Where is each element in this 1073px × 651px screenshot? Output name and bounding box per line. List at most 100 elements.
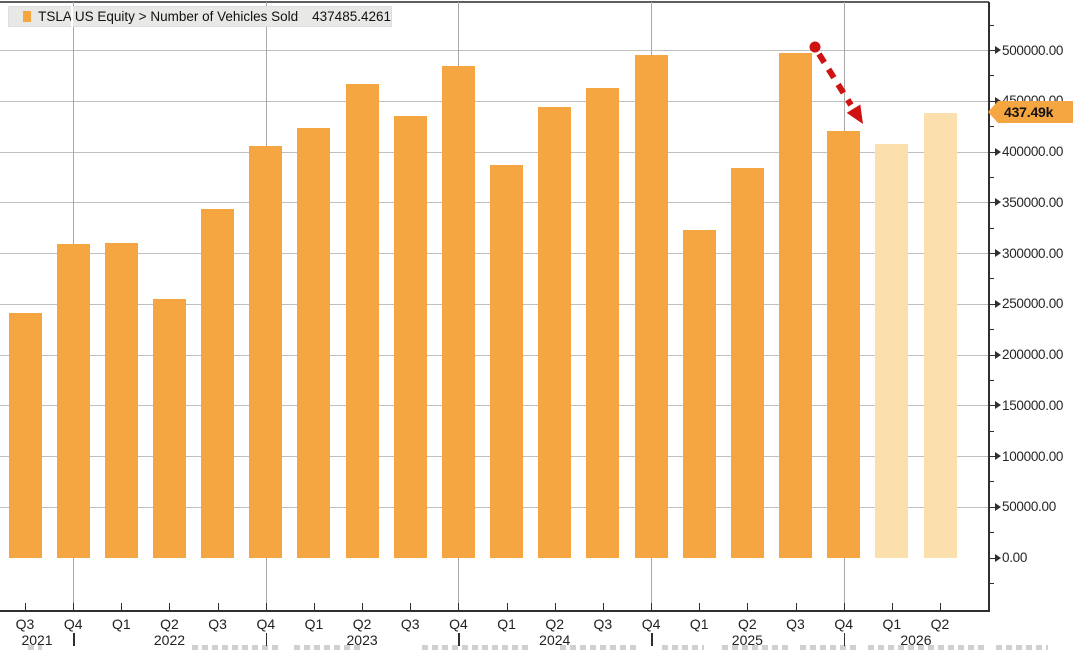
x-quarter-label: Q3 bbox=[208, 616, 227, 632]
bar-q1-2023[interactable] bbox=[297, 128, 331, 558]
y-major-tick bbox=[990, 151, 996, 153]
x-quarter-label: Q3 bbox=[15, 616, 35, 632]
y-major-tick bbox=[990, 354, 996, 356]
y-tick-arrow-icon bbox=[995, 299, 1001, 308]
y-tick-arrow-icon bbox=[995, 553, 1001, 562]
x-quarter-label: Q1 bbox=[304, 616, 324, 632]
bar-q4-2023[interactable] bbox=[441, 65, 475, 558]
y-tick-label: 400000.00 bbox=[1002, 144, 1064, 159]
x-quarter-label: Q2 bbox=[545, 616, 565, 632]
x-quarter-tick bbox=[217, 603, 219, 611]
y-minor-tick bbox=[990, 379, 994, 381]
bar-q1-2025[interactable] bbox=[682, 229, 716, 558]
y-minor-tick bbox=[990, 430, 994, 432]
cutoff-text-fragment bbox=[28, 645, 42, 650]
x-quarter-label: Q2 bbox=[738, 616, 757, 632]
y-tick-arrow-icon bbox=[995, 198, 1001, 207]
bar-q1-2024[interactable] bbox=[490, 164, 524, 558]
x-quarter-tick bbox=[73, 603, 75, 611]
y-minor-tick bbox=[990, 24, 994, 26]
chart-top-border bbox=[0, 1, 989, 3]
bar-q2-2024[interactable] bbox=[538, 106, 572, 558]
y-minor-tick bbox=[990, 227, 994, 229]
x-quarter-tick bbox=[410, 603, 412, 611]
bar-q2-2026[interactable] bbox=[923, 113, 957, 558]
bar-q1-2026[interactable] bbox=[875, 144, 909, 558]
y-tick-arrow-icon bbox=[995, 249, 1001, 257]
y-minor-tick bbox=[990, 176, 994, 178]
y-minor-tick bbox=[990, 582, 994, 584]
bar-q3-2021[interactable] bbox=[8, 312, 42, 558]
y-tick-label: 150000.00 bbox=[1002, 397, 1064, 413]
x-year-separator-tick bbox=[843, 633, 846, 646]
x-quarter-tick bbox=[265, 603, 267, 611]
y-minor-tick bbox=[990, 481, 994, 483]
y-minor-tick bbox=[990, 329, 994, 331]
x-quarter-label: Q4 bbox=[449, 616, 468, 632]
bar-q2-2023[interactable] bbox=[345, 84, 379, 558]
cutoff-text-fragment bbox=[294, 645, 360, 650]
y-tick-label: 100000.00 bbox=[1002, 448, 1064, 464]
y-minor-tick bbox=[990, 75, 994, 77]
y-tick-label: 50000.00 bbox=[1002, 499, 1056, 515]
x-quarter-tick bbox=[891, 603, 893, 611]
x-quarter-tick bbox=[313, 603, 315, 611]
x-quarter-label: Q4 bbox=[641, 616, 661, 632]
legend[interactable]: TSLA US Equity > Number of Vehicles Sold… bbox=[8, 6, 392, 27]
y-tick-label: 300000.00 bbox=[1002, 245, 1064, 261]
x-quarter-tick bbox=[795, 603, 797, 611]
x-quarter-label: Q1 bbox=[497, 616, 516, 632]
x-quarter-label: Q4 bbox=[63, 616, 83, 632]
y-tick-label: 200000.00 bbox=[1002, 347, 1064, 362]
y-major-tick bbox=[990, 456, 996, 457]
y-tick-arrow-icon bbox=[995, 350, 1001, 359]
x-year-label: 2024 bbox=[539, 632, 571, 648]
x-quarter-label: Q3 bbox=[593, 616, 613, 632]
bar-q4-2022[interactable] bbox=[249, 146, 283, 558]
y-tick-arrow-icon bbox=[995, 46, 1001, 54]
y-minor-tick bbox=[990, 532, 994, 534]
bar-q4-2024[interactable] bbox=[634, 54, 668, 558]
x-quarter-label: Q1 bbox=[882, 616, 902, 632]
bar-q2-2022[interactable] bbox=[152, 299, 186, 558]
x-quarter-tick bbox=[651, 603, 653, 611]
x-quarter-label: Q4 bbox=[834, 616, 854, 632]
y-major-tick bbox=[990, 50, 996, 51]
bar-q4-2025[interactable] bbox=[827, 131, 861, 558]
cutoff-text-fragment bbox=[996, 645, 1048, 650]
x-year-separator-tick bbox=[458, 633, 460, 646]
y-major-tick bbox=[990, 506, 996, 508]
x-year-label: 2025 bbox=[731, 632, 763, 648]
y-tick-arrow-icon bbox=[995, 502, 1001, 511]
cutoff-text-fragment bbox=[662, 645, 704, 650]
cutoff-text-fragment bbox=[560, 645, 640, 650]
last-value-tag-arrow-icon bbox=[988, 101, 998, 123]
x-quarter-label: Q2 bbox=[930, 616, 950, 632]
bar-q3-2023[interactable] bbox=[393, 115, 427, 558]
y-tick-arrow-icon bbox=[995, 96, 1001, 105]
x-year-label: 2022 bbox=[153, 632, 186, 648]
bar-q3-2025[interactable] bbox=[779, 52, 813, 558]
last-value-tag-text: 437.49k bbox=[1004, 104, 1054, 120]
y-major-tick bbox=[990, 253, 996, 254]
legend-series-label: TSLA US Equity > Number of Vehicles Sold bbox=[38, 9, 299, 24]
x-quarter-tick bbox=[506, 603, 508, 611]
x-axis-line bbox=[0, 610, 990, 612]
bar-q4-2021[interactable] bbox=[56, 244, 90, 558]
legend-gridline-gap bbox=[71, 6, 73, 27]
x-year-separator-tick bbox=[265, 633, 268, 646]
bar-q1-2022[interactable] bbox=[104, 242, 138, 558]
bar-q3-2024[interactable] bbox=[586, 87, 620, 558]
y-tick-label: 350000.00 bbox=[1002, 194, 1064, 210]
x-quarter-tick bbox=[747, 603, 749, 611]
x-quarter-label: Q1 bbox=[111, 616, 131, 632]
arrow-dashed-line-icon bbox=[816, 52, 854, 107]
bar-q3-2022[interactable] bbox=[201, 208, 235, 558]
x-quarter-label: Q2 bbox=[160, 616, 179, 632]
bar-q2-2025[interactable] bbox=[730, 167, 764, 558]
cutoff-text-fragment bbox=[422, 645, 528, 650]
y-minor-tick bbox=[990, 278, 994, 280]
series-swatch-icon bbox=[23, 11, 32, 22]
h-gridline bbox=[0, 100, 989, 102]
